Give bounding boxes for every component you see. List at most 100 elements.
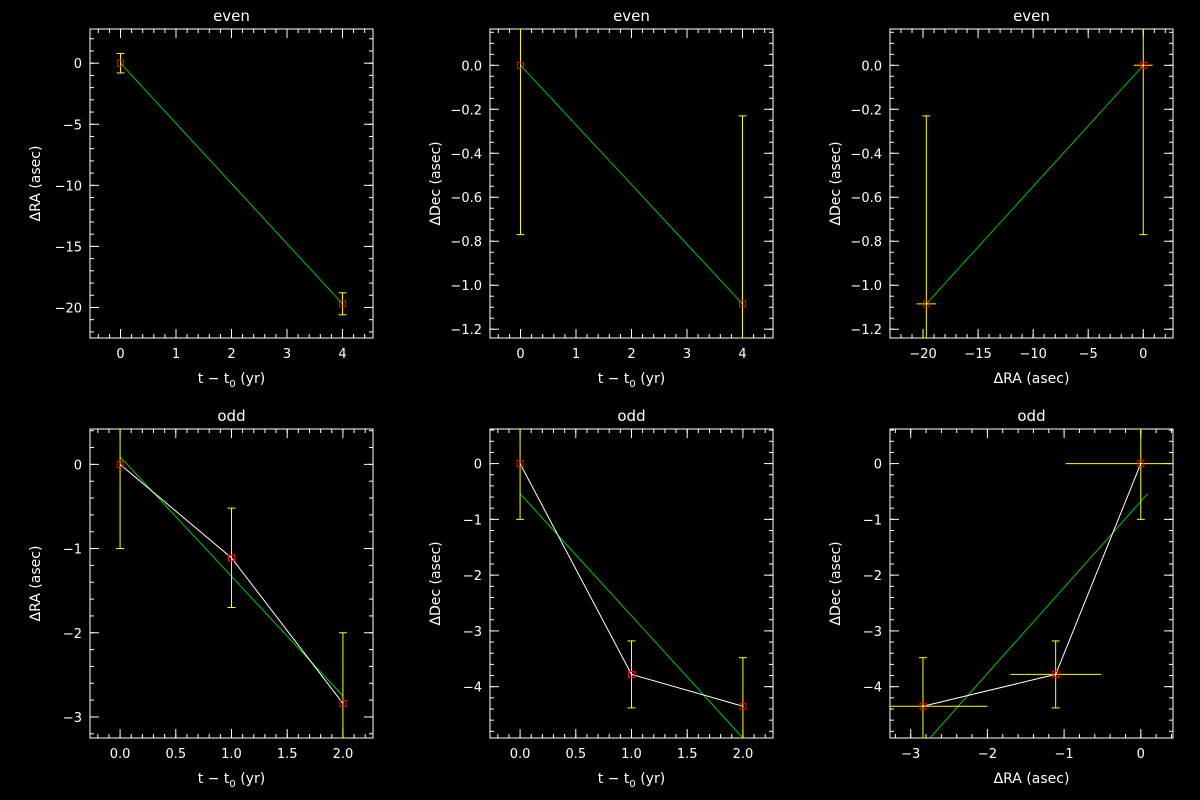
x-tick-label: 2 (627, 347, 635, 362)
x-tick-label: 1 (572, 347, 580, 362)
y-tick-label: −0.8 (850, 235, 882, 250)
y-tick-label: −5 (63, 118, 82, 133)
y-tick-label: −1.0 (450, 279, 482, 294)
plot-area (116, 52, 347, 316)
x-tick-label: 1.5 (277, 747, 298, 762)
x-tick-label: 4 (738, 347, 746, 362)
panel-title: odd (617, 407, 645, 425)
y-tick-label: −1.2 (450, 323, 482, 338)
y-tick-label: −2 (63, 627, 82, 642)
x-axis-label: t − t0 (yr) (198, 371, 265, 390)
x-axis-label: ΔRA (asec) (994, 771, 1070, 787)
data-point-marker (919, 702, 927, 710)
x-axis-label-main: ΔRA (asec) (994, 771, 1070, 787)
x-axis-label: ΔRA (asec) (994, 371, 1070, 387)
y-tick-label: −0.4 (850, 147, 882, 162)
x-tick-label: −10 (1019, 347, 1046, 362)
x-tick-label: 2 (227, 347, 235, 362)
y-tick-label: 0 (74, 57, 82, 72)
fit-line (925, 64, 1144, 305)
x-tick-label: 0.0 (510, 747, 531, 762)
x-axis-label-main: t − t (198, 371, 230, 387)
x-axis-label-unit: (yr) (636, 771, 665, 787)
y-tick-label: 0 (874, 458, 882, 473)
x-tick-label: 3 (283, 347, 291, 362)
plot-frame (889, 428, 1174, 739)
x-axis-label-subscript: 0 (229, 379, 235, 390)
x-axis-label: t − t0 (yr) (198, 771, 265, 790)
y-tick-label: 0 (74, 458, 82, 473)
x-tick-label: 0.5 (565, 747, 586, 762)
x-axis-label-subscript: 0 (229, 779, 235, 790)
y-tick-label: −0.2 (850, 103, 882, 118)
data-point-marker (1052, 670, 1060, 678)
x-tick-label: 0.5 (165, 747, 186, 762)
data-point-marker (228, 554, 235, 562)
fit-line (520, 64, 743, 305)
y-tick-label: −20 (55, 301, 82, 316)
y-tick-label: 0 (474, 458, 482, 473)
y-axis-label: ΔDec (asec) (428, 541, 444, 625)
data-point-marker (117, 59, 125, 67)
x-tick-label: −5 (1079, 347, 1098, 362)
x-axis-label-unit: (yr) (236, 371, 265, 387)
y-tick-label: 0.0 (461, 59, 482, 74)
data-point-marker (922, 300, 930, 308)
y-tick-label: −0.4 (450, 147, 482, 162)
y-axis-label: ΔDec (asec) (428, 141, 444, 225)
x-axis-label-unit: (yr) (236, 771, 265, 787)
data-point-marker (116, 460, 124, 468)
y-tick-label: −3 (63, 711, 82, 726)
y-tick-label: −3 (863, 625, 882, 640)
data-point-marker (517, 61, 525, 69)
x-axis-label-main: t − t (198, 771, 230, 787)
x-axis-label-subscript: 0 (629, 379, 635, 390)
plot-area (516, 29, 747, 338)
x-tick-label: 0 (1139, 347, 1147, 362)
y-axis-label: ΔRA (asec) (28, 146, 44, 222)
x-tick-label: 1.0 (221, 747, 242, 762)
x-axis-label-subscript: 0 (629, 779, 635, 790)
fit-line (120, 62, 343, 305)
x-tick-label: −1 (1055, 747, 1074, 762)
x-axis-label-main: ΔRA (asec) (994, 371, 1070, 387)
y-tick-label: 0.0 (861, 59, 882, 74)
y-axis-label: ΔRA (asec) (28, 546, 44, 622)
y-tick-label: −1 (463, 513, 482, 528)
x-axis-label: t − t0 (yr) (598, 771, 665, 790)
y-tick-label: −2 (463, 569, 482, 584)
y-axis-label: ΔDec (asec) (828, 541, 844, 625)
y-tick-label: −3 (463, 625, 482, 640)
panel-title: odd (1017, 407, 1045, 425)
plot-frame (889, 28, 1174, 339)
data-point-marker (738, 300, 746, 308)
x-tick-label: 2.0 (333, 747, 354, 762)
x-tick-label: 4 (338, 347, 346, 362)
data-point-marker (739, 702, 747, 710)
x-tick-label: 0 (116, 347, 124, 362)
y-tick-label: −2 (863, 569, 882, 584)
panel-odd-dec-vs-ra: −3 −2 −1 0 0 −1 −2 −3 −4 odd ΔRA (asec) ΔDec (asec) (828, 407, 1174, 787)
panel-even-dec-vs-time: 0 1 2 3 4 0.0 −0.2 −0.4 −0.6 −0.8 −1.0 −1.2 even t − … (428, 7, 774, 390)
x-tick-label: 0 (1137, 747, 1145, 762)
x-axis-label: t − t0 (yr) (598, 371, 665, 390)
x-tick-label: 3 (683, 347, 691, 362)
y-tick-label: −1.2 (850, 323, 882, 338)
panel-title: even (213, 7, 250, 25)
y-tick-label: −4 (463, 681, 482, 696)
plot-area (890, 429, 1173, 738)
y-axis-label: ΔDec (asec) (828, 141, 844, 225)
x-tick-label: −15 (964, 347, 991, 362)
data-line (922, 463, 1142, 707)
data-point-marker (628, 670, 635, 678)
x-tick-label: −2 (978, 747, 997, 762)
x-axis-label-main: t − t (598, 371, 630, 387)
plot-area (916, 29, 1153, 338)
y-tick-label: −0.8 (450, 235, 482, 250)
data-point-marker (516, 460, 524, 468)
x-axis-label-main: t − t (598, 771, 630, 787)
y-tick-label: −10 (55, 179, 82, 194)
